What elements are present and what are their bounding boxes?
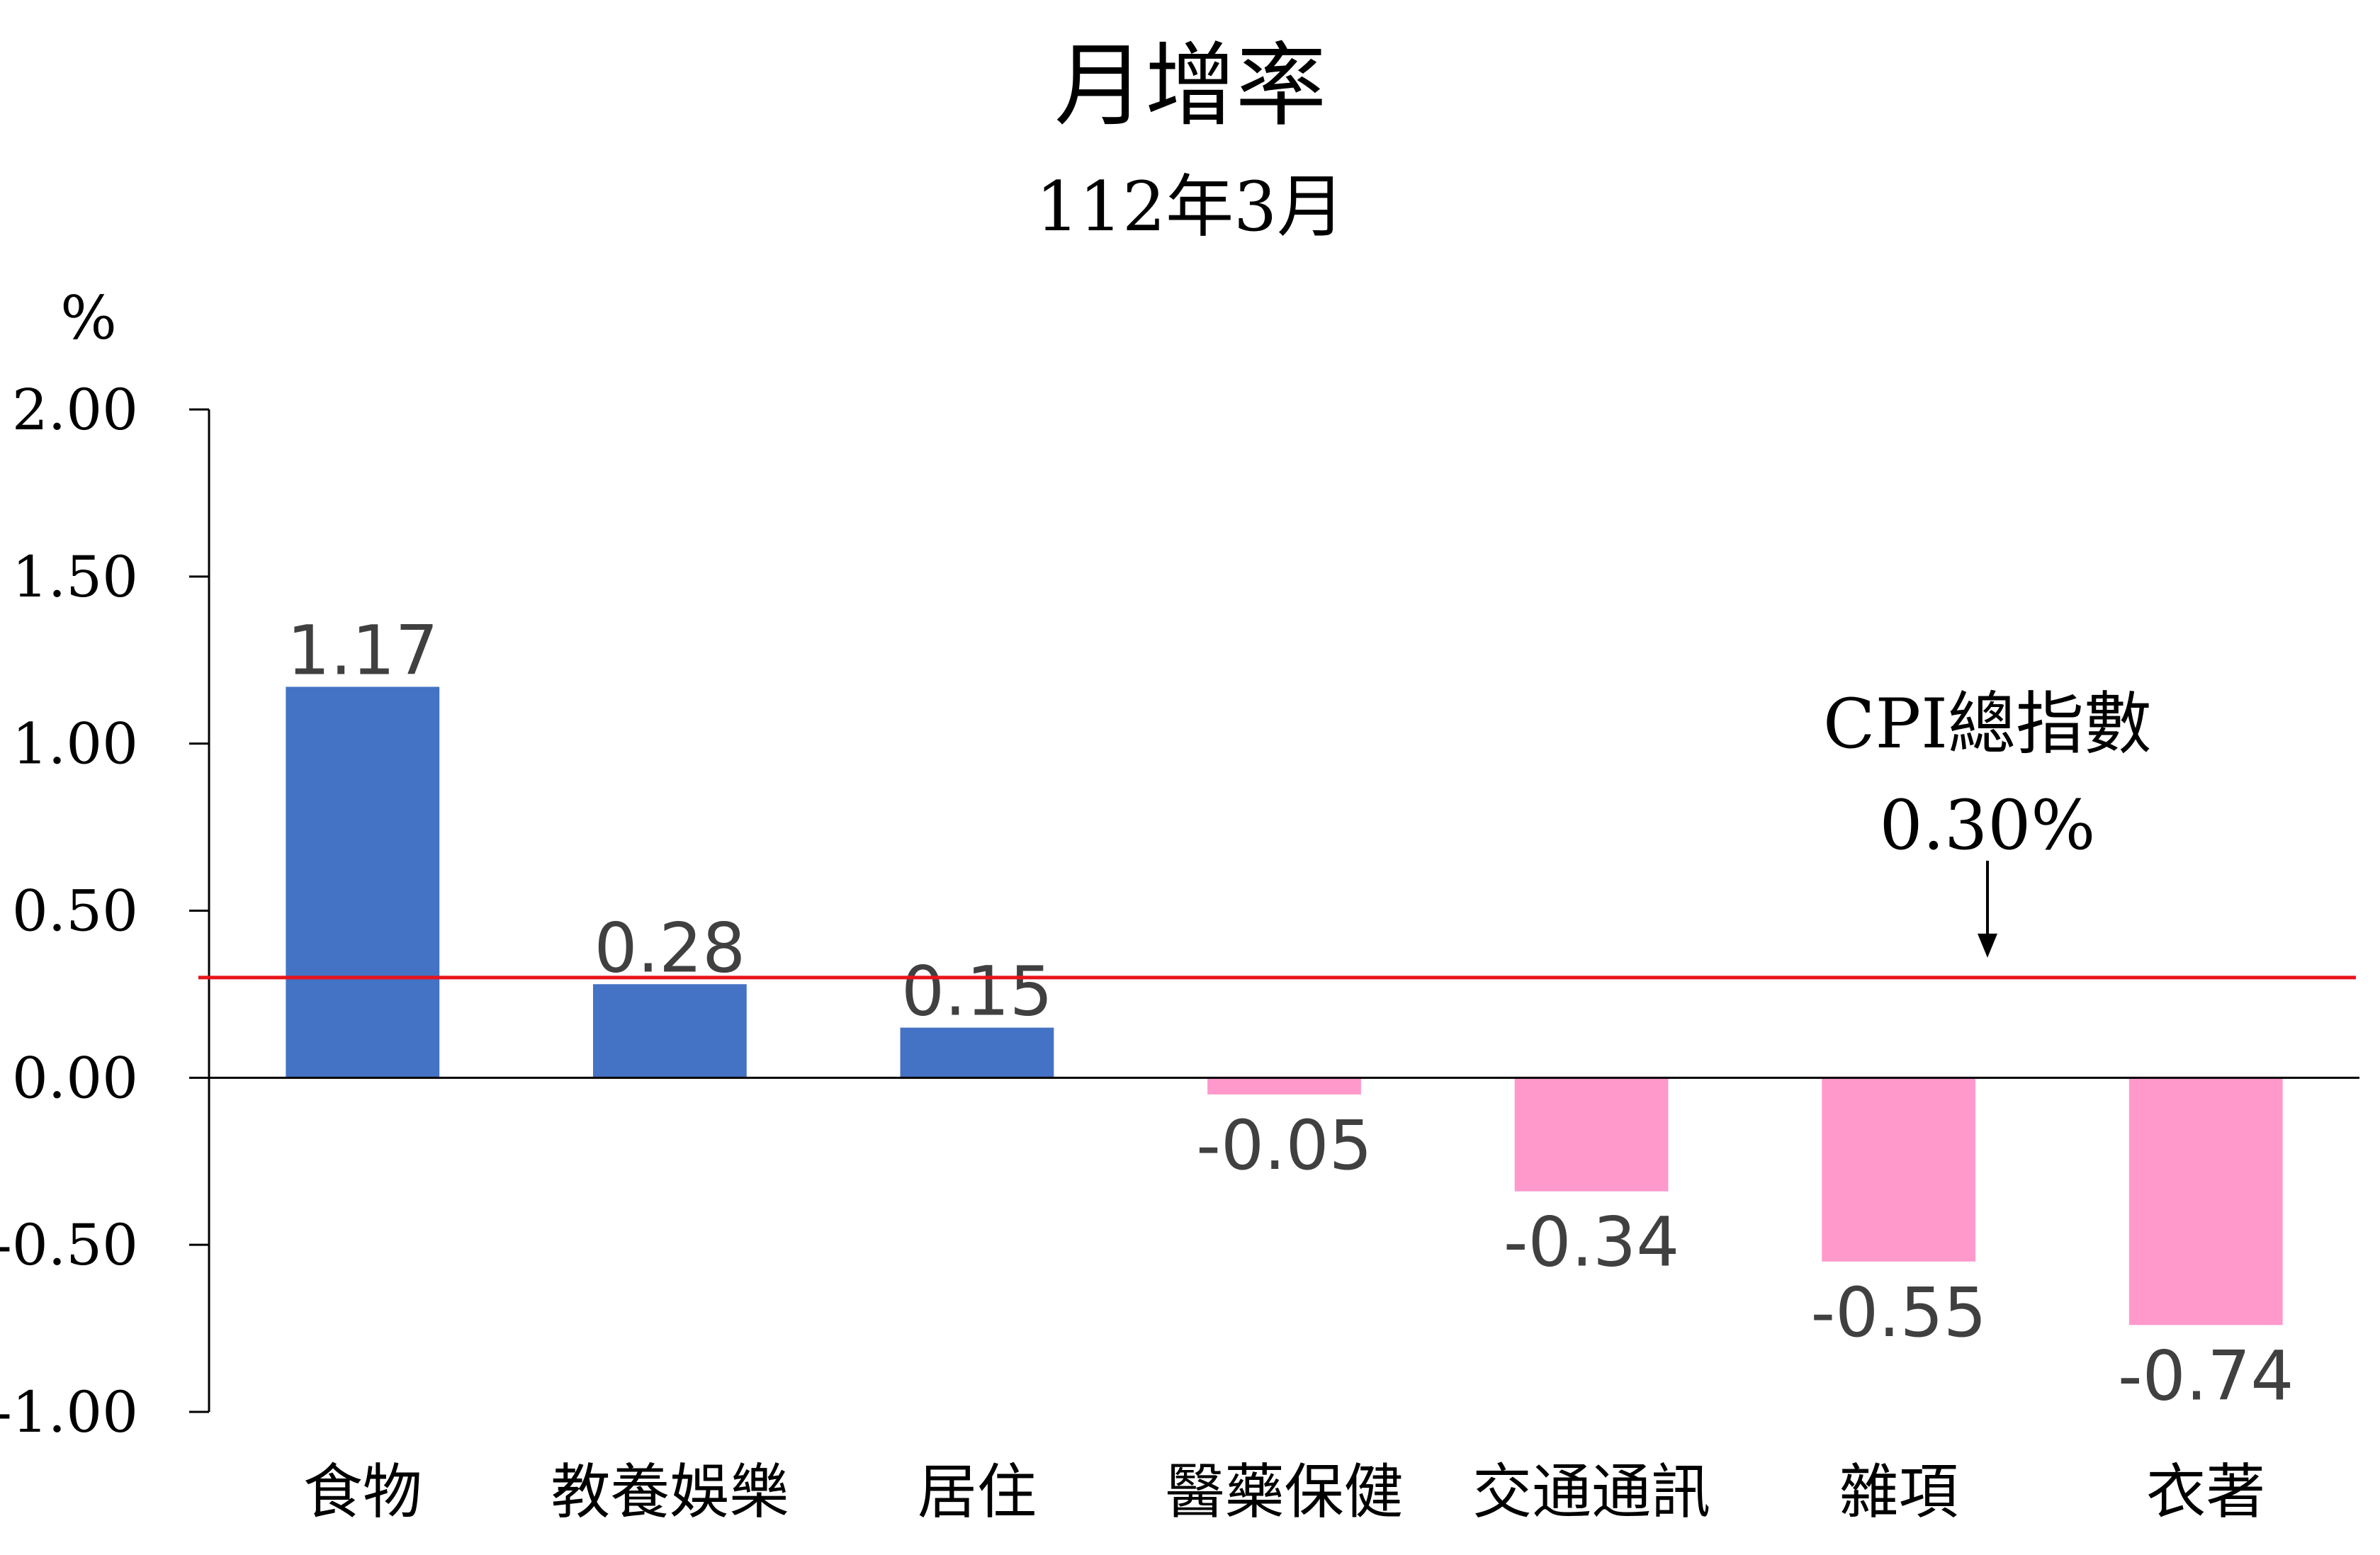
bar [286, 686, 439, 1078]
bar [1822, 1078, 1975, 1261]
y-tick-label: 1.00 [12, 711, 138, 777]
bar [1207, 1078, 1361, 1095]
bar [901, 1028, 1054, 1078]
bar-value-label: -0.34 [1504, 1203, 1679, 1282]
y-tick-label: -1.00 [0, 1379, 138, 1445]
y-axis-ticks: 2.00 1.50 1.00 0.50 0.00 -0.50 -1.00 [0, 377, 209, 1445]
y-tick-label: 1.50 [12, 544, 138, 610]
bar-value-label: -0.55 [1810, 1273, 1986, 1352]
y-tick-label: 2.00 [12, 377, 138, 443]
cpi-reference-label: CPI總指數 [1823, 684, 2152, 764]
category-label: 食物 [303, 1457, 422, 1527]
category-labels: 食物 教養娛樂 居住 醫藥保健 交通通訊 雜項 衣著 [303, 1457, 2265, 1527]
bar [1515, 1078, 1669, 1191]
bars [286, 686, 2282, 1325]
y-tick-label: 0.50 [12, 878, 138, 944]
bar-value-label: 0.15 [901, 952, 1053, 1031]
category-label: 交通通訊 [1472, 1457, 1710, 1527]
cpi-arrow-head [1978, 934, 1997, 958]
bar-value-label: -0.05 [1196, 1106, 1372, 1185]
bar [593, 984, 747, 1078]
y-axis-label: % [60, 283, 117, 353]
y-tick-label: 0.00 [12, 1045, 138, 1111]
chart-subtitle: 112年3月 [1036, 167, 1345, 247]
bar [2129, 1078, 2283, 1325]
category-label: 醫藥保健 [1165, 1457, 1403, 1527]
bar-value-label: 1.17 [287, 611, 439, 690]
cpi-reference-value: 0.30% [1880, 786, 2096, 865]
bar-value-label: -0.74 [2118, 1336, 2294, 1415]
y-tick-label: -0.50 [0, 1212, 138, 1278]
category-label: 衣著 [2146, 1457, 2265, 1527]
chart-title: 月增率 [1054, 33, 1326, 139]
category-label: 居住 [918, 1457, 1037, 1527]
category-label: 雜項 [1839, 1457, 1958, 1527]
category-label: 教養娛樂 [551, 1457, 789, 1527]
